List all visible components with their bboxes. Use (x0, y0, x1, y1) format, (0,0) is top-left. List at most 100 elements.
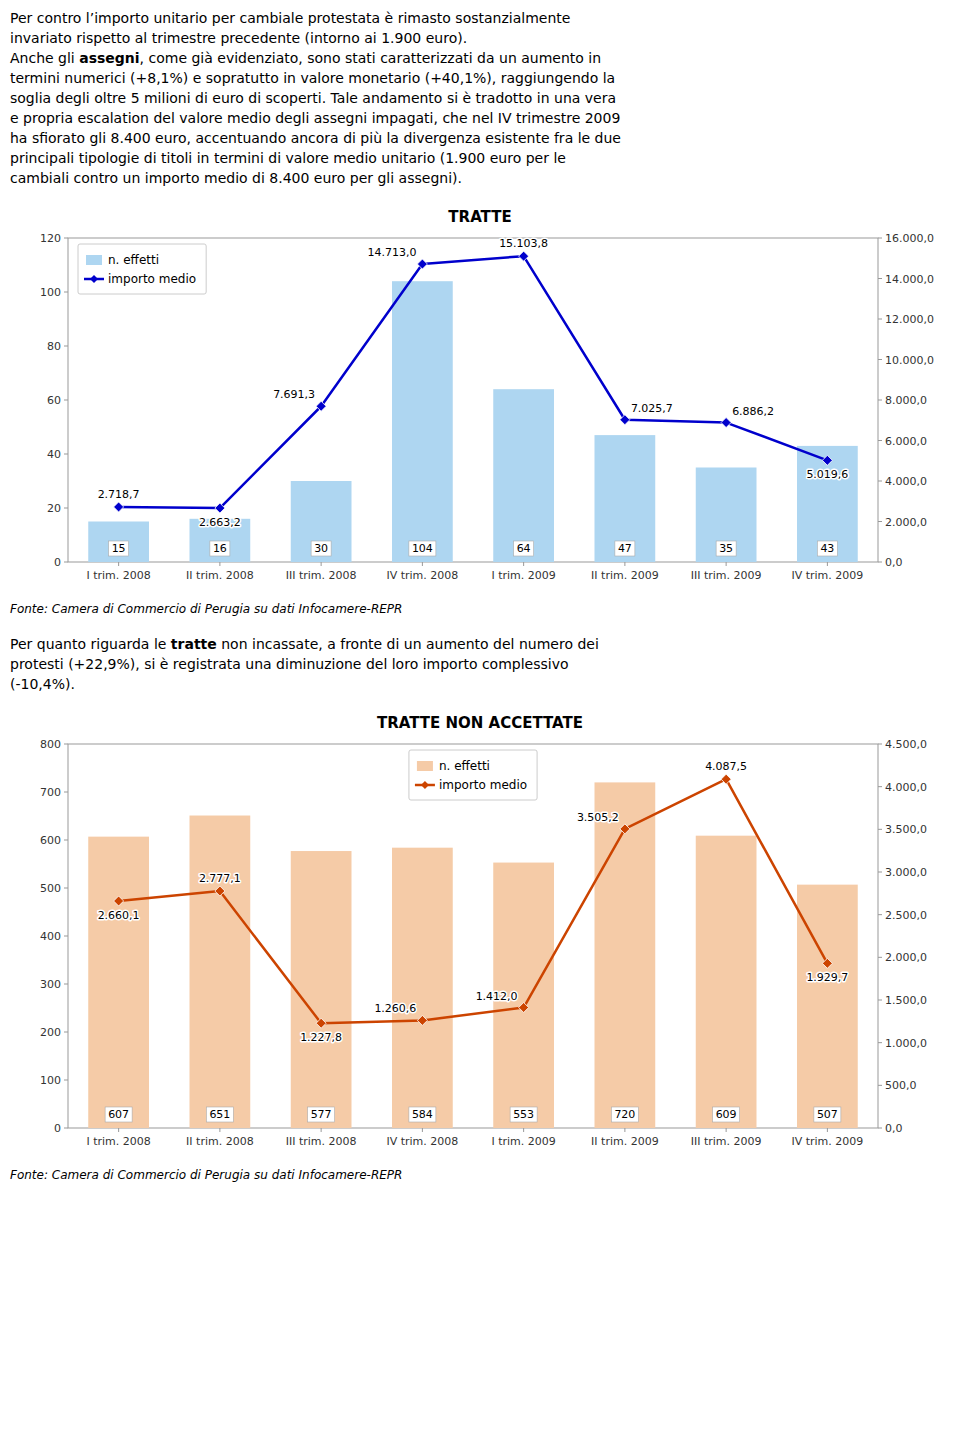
y-tick-label: 100 (40, 286, 61, 299)
page: {"chart_data": [ {"type": "bar", "title"… (0, 0, 960, 1451)
y2-tick (878, 957, 882, 958)
y-tick (64, 508, 68, 509)
y-tick-label: 700 (40, 786, 61, 799)
y2-tick-label: 2.500,0 (885, 909, 927, 922)
bar-label-box (615, 541, 635, 556)
line-label: 5.019,6 (806, 468, 848, 481)
body-text: principali tipologie di titoli in termin… (10, 150, 566, 166)
bar-label-text: 47 (618, 542, 632, 555)
bar-label-box (409, 541, 436, 556)
plot-area (88, 774, 858, 1128)
y-tick-label: 0 (54, 1122, 61, 1135)
y-tick (64, 454, 68, 455)
paragraph: Per contro l’importo unitario per cambia… (10, 8, 950, 188)
x-tick-label: I trim. 2009 (491, 1135, 555, 1148)
source-note: Fonte: Camera di Commercio di Perugia su… (10, 602, 950, 616)
bar-label-text: 43 (820, 542, 834, 555)
legend-label: n. effetti (439, 759, 490, 773)
line-label: 2.660,1 (98, 909, 140, 922)
legend-marker (90, 275, 98, 283)
legend-item: importo medio (415, 778, 527, 792)
legend-item: n. effetti (86, 253, 159, 267)
line-label: 7.691,3 (273, 388, 315, 401)
x-tick (118, 1128, 119, 1132)
bar-label: 43 (817, 541, 837, 556)
y-tick-label: 600 (40, 834, 61, 847)
y2-tick (878, 319, 882, 320)
y2-tick-label: 8.000,0 (885, 394, 927, 407)
y2-tick-label: 4.000,0 (885, 475, 927, 488)
y2-tick-label: 4.500,0 (885, 738, 927, 751)
text-line: termini numerici (+8,1%) e sopratutto in… (10, 68, 950, 88)
line-label: 1.260,6 (374, 1002, 416, 1015)
x-tick (624, 1128, 625, 1132)
bar-label-box (713, 1107, 740, 1122)
body-text: Per contro l’importo unitario per cambia… (10, 10, 570, 26)
x-tick-label: II trim. 2008 (186, 569, 254, 582)
x-tick (321, 562, 322, 566)
bar-label-text: 609 (716, 1108, 737, 1121)
bar-label-text: 720 (614, 1108, 635, 1121)
y-tick (64, 346, 68, 347)
y2-tick-label: 1.000,0 (885, 1037, 927, 1050)
legend-swatch (86, 255, 102, 265)
x-tick-label: IV trim. 2009 (791, 1135, 863, 1148)
body-text: , come già evidenziato, sono stati carat… (140, 50, 601, 66)
y-tick-label: 400 (40, 930, 61, 943)
y-tick-label: 800 (40, 738, 61, 751)
legend-box (409, 750, 537, 800)
y2-tick (878, 1042, 882, 1043)
y-tick (64, 792, 68, 793)
y-tick (64, 562, 68, 563)
text-line: invariato rispetto al trimestre preceden… (10, 28, 950, 48)
bar-label-text: 35 (719, 542, 733, 555)
text-line: Per contro l’importo unitario per cambia… (10, 8, 950, 28)
marker (215, 503, 225, 513)
x-tick (422, 562, 423, 566)
x-tick (219, 1128, 220, 1132)
y-tick-label: 40 (47, 448, 61, 461)
line (119, 256, 828, 508)
bar-label: 607 (105, 1107, 132, 1122)
marker (620, 415, 630, 425)
y-tick-label: 120 (40, 232, 61, 245)
x-tick-label: I trim. 2008 (86, 1135, 150, 1148)
bar-label: 577 (308, 1107, 335, 1122)
y-tick-label: 60 (47, 394, 61, 407)
y2-tick (878, 829, 882, 830)
x-tick-label: I trim. 2008 (86, 569, 150, 582)
bar-label-box (308, 1107, 335, 1122)
x-tick (827, 562, 828, 566)
text-line: soglia degli oltre 5 milioni di euro di … (10, 88, 950, 108)
bar-label: 553 (510, 1107, 537, 1122)
bar-label-box (210, 541, 230, 556)
bar-label: 15 (109, 541, 129, 556)
source-note: Fonte: Camera di Commercio di Perugia su… (10, 1168, 950, 1182)
x-tick (523, 1128, 524, 1132)
y-tick (64, 984, 68, 985)
plot-frame (68, 238, 878, 562)
y-tick (64, 936, 68, 937)
bar-label-box (206, 1107, 233, 1122)
bar-label: 16 (210, 541, 230, 556)
x-tick-label: I trim. 2009 (491, 569, 555, 582)
marker (822, 455, 832, 465)
text-line: ha sfiorato gli 8.400 euro, accentuando … (10, 128, 950, 148)
marker (519, 1003, 529, 1013)
bar (392, 848, 453, 1128)
line-label: 2.718,7 (98, 488, 140, 501)
body-text: soglia degli oltre 5 milioni di euro di … (10, 90, 616, 106)
y2-tick-label: 0,0 (885, 556, 903, 569)
body-text: non incassate, a fronte di un aumento de… (217, 636, 599, 652)
y2-tick (878, 1085, 882, 1086)
data-labels: 6076515775845537206095072.660,12.777,11.… (98, 760, 849, 1122)
y2-tick-label: 10.000,0 (885, 354, 934, 367)
body-text: invariato rispetto al trimestre preceden… (10, 30, 467, 46)
bold-text: assegni (79, 50, 139, 66)
x-tick-label: II trim. 2008 (186, 1135, 254, 1148)
bar-label-text: 651 (209, 1108, 230, 1121)
marker (114, 502, 124, 512)
line-label: 14.713,0 (367, 246, 416, 259)
y2-tick-label: 12.000,0 (885, 313, 934, 326)
x-tick (422, 1128, 423, 1132)
